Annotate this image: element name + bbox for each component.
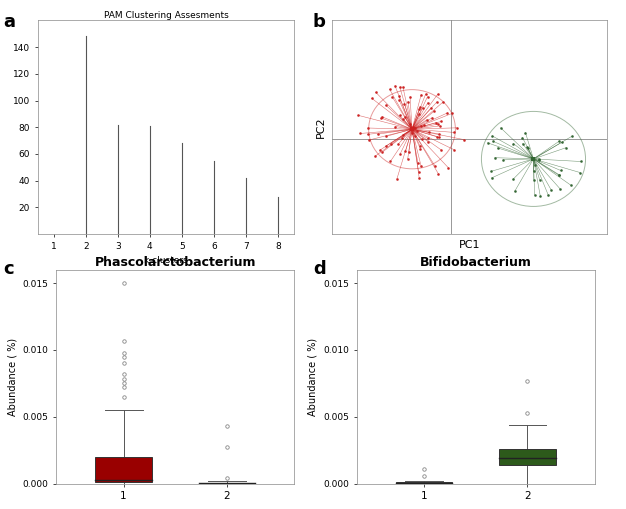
Y-axis label: Abundance ( %): Abundance ( %) — [8, 337, 18, 416]
Text: c: c — [3, 260, 14, 277]
Bar — [198, 483, 255, 484]
Text: d: d — [313, 260, 326, 277]
X-axis label: k clusters: k clusters — [144, 257, 188, 265]
X-axis label: PC1: PC1 — [459, 240, 480, 250]
Title: Phascolarctobacterium: Phascolarctobacterium — [95, 256, 256, 269]
Title: PAM Clustering Assesments: PAM Clustering Assesments — [103, 11, 228, 19]
Text: b: b — [313, 13, 326, 31]
Bar — [396, 483, 453, 484]
Bar — [95, 457, 152, 482]
Text: a: a — [3, 13, 15, 31]
Y-axis label: Abundance ( %): Abundance ( %) — [308, 337, 318, 416]
Y-axis label: PC2: PC2 — [316, 117, 326, 138]
Bar — [499, 449, 556, 465]
Title: Bifidobacterium: Bifidobacterium — [420, 256, 531, 269]
